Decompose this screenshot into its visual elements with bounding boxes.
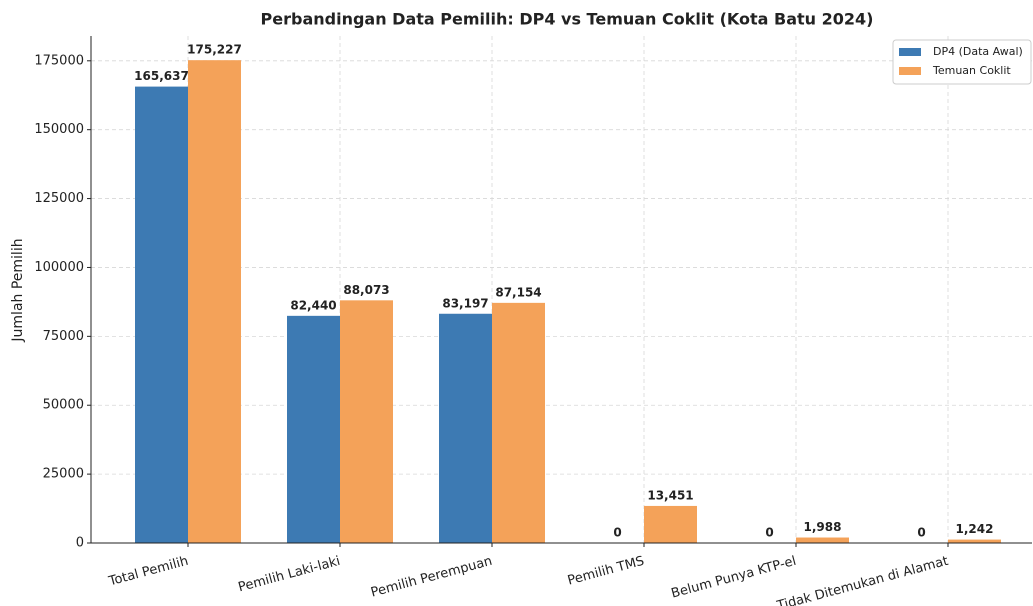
y-tick-label: 150000 <box>34 122 84 137</box>
value-label: 0 <box>917 526 925 540</box>
bar <box>188 60 241 543</box>
legend-swatch <box>899 48 921 56</box>
value-label: 88,073 <box>343 283 389 297</box>
bar <box>135 86 188 543</box>
value-label: 165,637 <box>134 69 189 83</box>
value-label: 175,227 <box>187 43 242 57</box>
bar <box>287 315 340 543</box>
legend-label: Temuan Coklit <box>932 64 1011 77</box>
legend-label: DP4 (Data Awal) <box>933 45 1023 58</box>
y-axis-label: Jumlah Pemilih <box>10 238 26 342</box>
y-tick-label: 75000 <box>43 329 84 344</box>
value-label: 83,197 <box>442 296 488 310</box>
bar <box>644 505 697 543</box>
bar <box>796 537 849 543</box>
y-tick-label: 25000 <box>43 467 84 482</box>
value-label: 87,154 <box>495 285 541 299</box>
y-tick-label: 0 <box>76 536 84 551</box>
value-label: 1,242 <box>956 522 994 536</box>
value-label: 13,451 <box>647 488 693 502</box>
bar <box>948 539 1001 543</box>
bar <box>492 302 545 543</box>
value-label: 0 <box>613 526 621 540</box>
y-tick-label: 125000 <box>34 191 84 206</box>
bar <box>439 313 492 543</box>
legend-box <box>892 39 1032 85</box>
value-label: 0 <box>765 526 773 540</box>
bar <box>340 300 393 543</box>
value-label: 1,988 <box>804 520 842 534</box>
y-tick-label: 175000 <box>34 53 84 68</box>
y-tick-label: 100000 <box>34 260 84 275</box>
legend-swatch <box>899 67 921 75</box>
chart-title: Perbandingan Data Pemilih: DP4 vs Temuan… <box>261 10 874 29</box>
value-label: 82,440 <box>290 298 336 312</box>
y-tick-label: 50000 <box>43 398 84 413</box>
